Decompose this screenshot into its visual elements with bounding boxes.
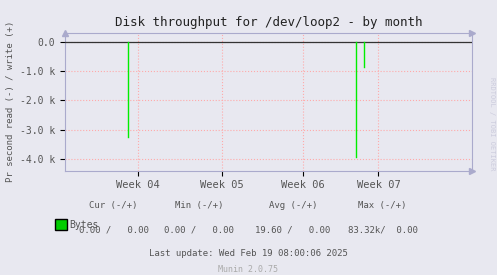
Text: 0.00 /   0.00: 0.00 / 0.00 [79,226,149,234]
Title: Disk throughput for /dev/loop2 - by month: Disk throughput for /dev/loop2 - by mont… [115,16,422,29]
Text: Max (-/+): Max (-/+) [358,201,407,210]
Text: Bytes: Bytes [70,221,99,230]
Text: Avg (-/+): Avg (-/+) [269,201,317,210]
Text: Munin 2.0.75: Munin 2.0.75 [219,265,278,274]
Text: Min (-/+): Min (-/+) [175,201,223,210]
Text: RRDTOOL / TOBI OETIKER: RRDTOOL / TOBI OETIKER [489,77,495,170]
Text: Last update: Wed Feb 19 08:00:06 2025: Last update: Wed Feb 19 08:00:06 2025 [149,249,348,258]
Text: 19.60 /   0.00: 19.60 / 0.00 [255,226,331,234]
Text: Cur (-/+): Cur (-/+) [89,201,138,210]
Y-axis label: Pr second read (-) / write (+): Pr second read (-) / write (+) [6,21,15,182]
Text: 83.32k/  0.00: 83.32k/ 0.00 [347,226,417,234]
Text: 0.00 /   0.00: 0.00 / 0.00 [164,226,234,234]
